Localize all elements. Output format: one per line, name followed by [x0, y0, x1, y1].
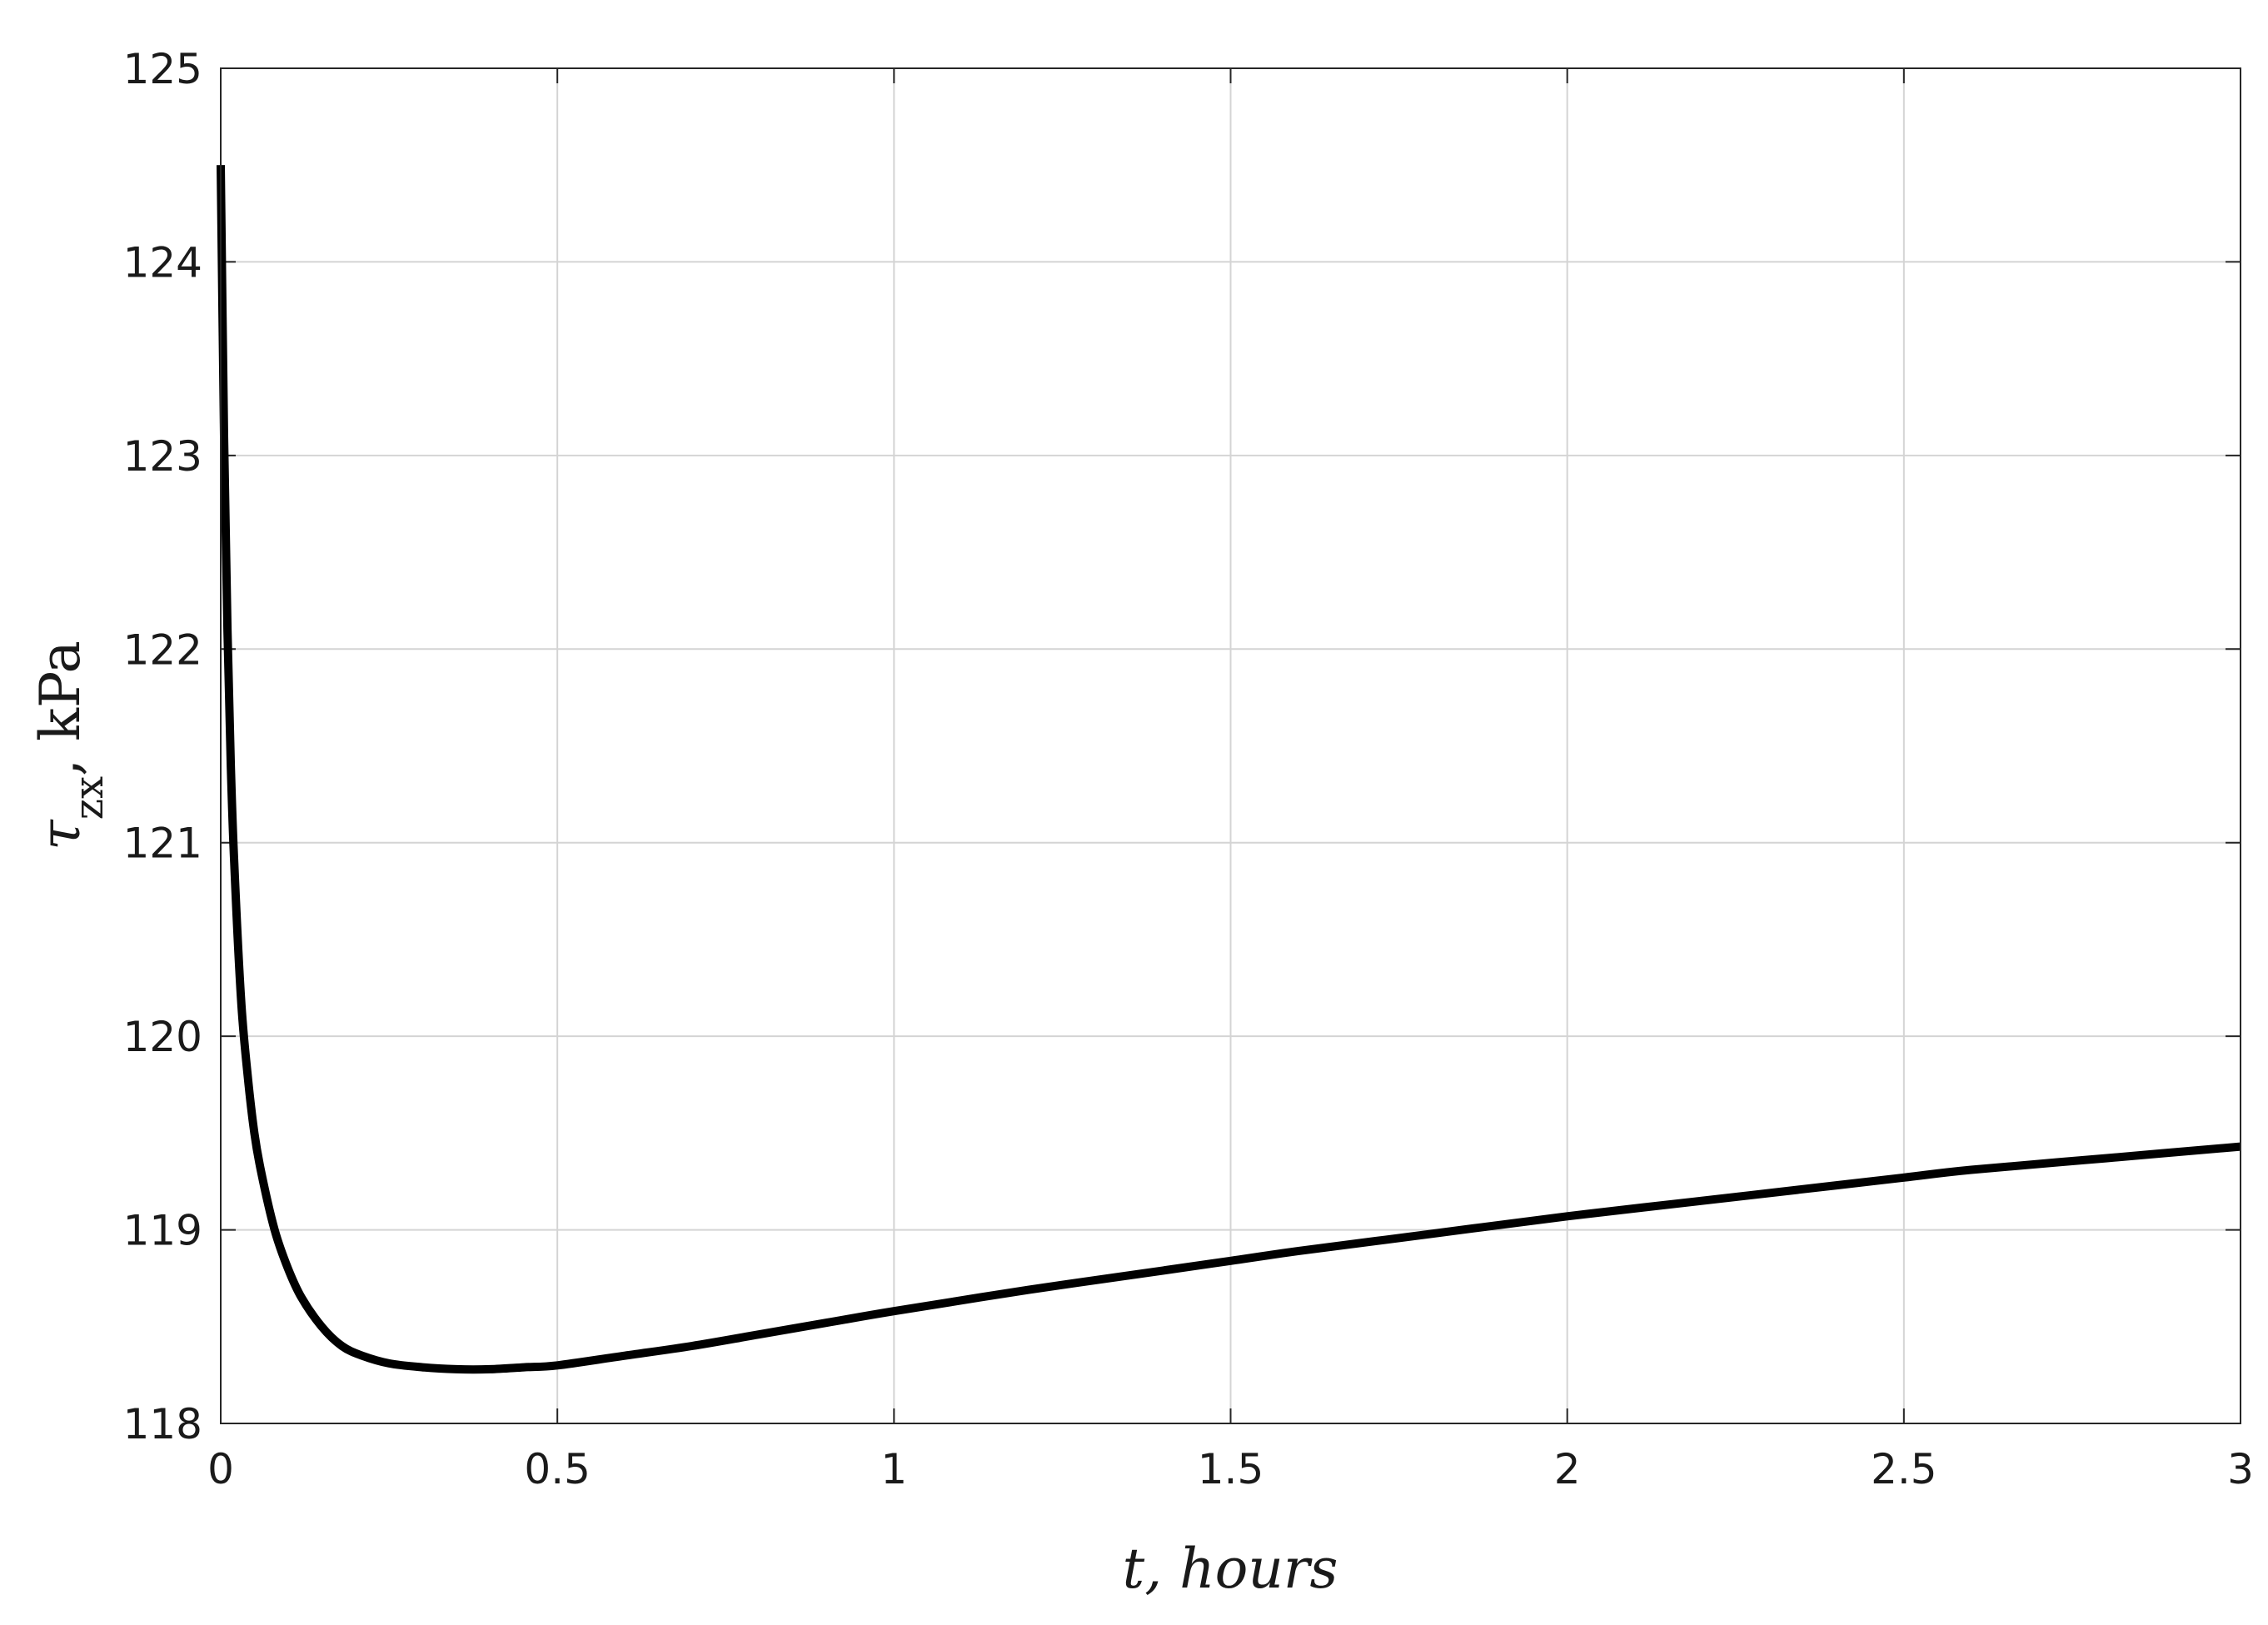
plot-frame: [220, 67, 2241, 1424]
y-axis-symbol: τ: [28, 819, 92, 850]
x-tick-label: 2: [1554, 1445, 1581, 1493]
y-axis-subscript: zx: [66, 776, 112, 820]
x-axis-title: t, hours: [1123, 1537, 1338, 1601]
y-axis-unit: , kPa: [28, 641, 92, 776]
y-tick-label: 119: [123, 1207, 202, 1255]
x-tick-label: 3: [2227, 1445, 2254, 1493]
x-tick-label: 0.5: [524, 1445, 591, 1493]
y-tick-label: 125: [123, 45, 202, 93]
x-tick-label: 2.5: [1871, 1445, 1937, 1493]
y-tick-labels: 118 119 120 121 122 123 124 125: [123, 45, 202, 1448]
y-tick-label: 121: [123, 820, 202, 868]
y-tick-label: 118: [123, 1400, 202, 1448]
y-tick-label: 122: [123, 626, 202, 674]
x-tick-labels: 0 0.5 1 1.5 2 2.5 3: [207, 1445, 2254, 1493]
x-tick-label: 1: [880, 1445, 907, 1493]
x-tick-label: 1.5: [1198, 1445, 1264, 1493]
y-tick-label: 120: [123, 1013, 202, 1061]
series-line: [217, 165, 2241, 1374]
x-tick-label: 0: [207, 1445, 234, 1493]
y-tick-label: 124: [123, 238, 202, 287]
y-tick-label: 123: [123, 432, 202, 481]
y-axis-title: τzx, kPa: [28, 641, 112, 850]
